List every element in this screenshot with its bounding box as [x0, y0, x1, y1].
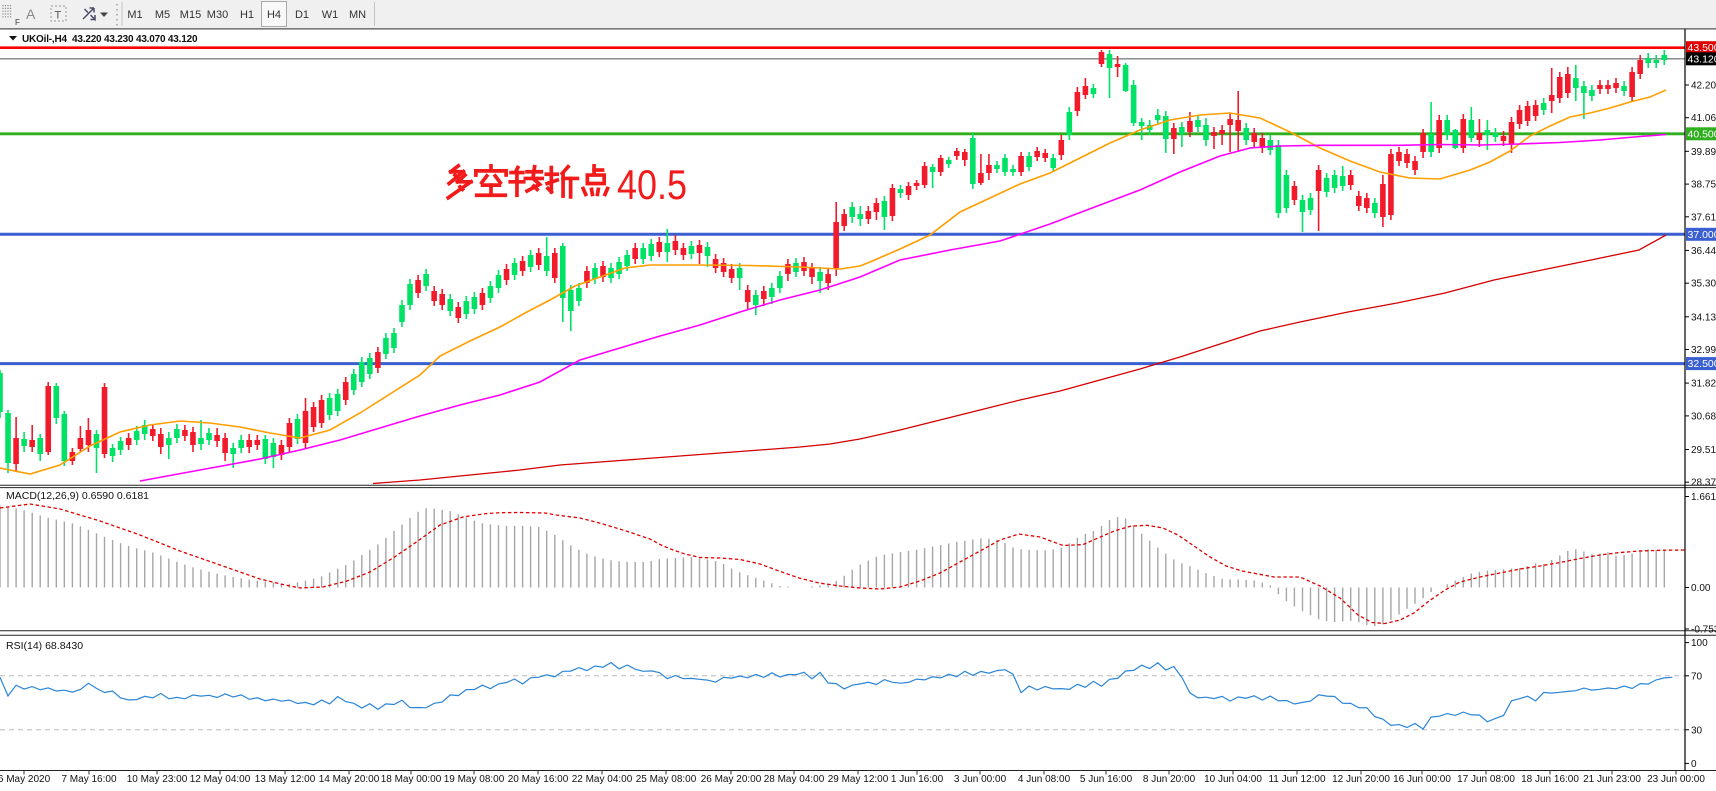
- svg-text:8 Jun 20:00: 8 Jun 20:00: [1143, 774, 1196, 785]
- svg-text:7 May 16:00: 7 May 16:00: [61, 774, 116, 785]
- svg-text:26 May 20:00: 26 May 20:00: [701, 774, 762, 785]
- svg-text:H1: H1: [240, 9, 254, 21]
- svg-text:28 May 04:00: 28 May 04:00: [764, 774, 825, 785]
- svg-text:21 Jun 23:00: 21 Jun 23:00: [1583, 774, 1641, 785]
- svg-text:32.500: 32.500: [1688, 358, 1716, 370]
- svg-text:11 Jun 12:00: 11 Jun 12:00: [1268, 774, 1326, 785]
- svg-text:40.500: 40.500: [1688, 128, 1716, 140]
- svg-text:32.990: 32.990: [1691, 345, 1716, 356]
- svg-text:4 Jun 08:00: 4 Jun 08:00: [1018, 774, 1071, 785]
- svg-text:42.200: 42.200: [1691, 81, 1716, 92]
- svg-text:34.130: 34.130: [1691, 312, 1716, 323]
- svg-text:18 Jun 16:00: 18 Jun 16:00: [1521, 774, 1579, 785]
- svg-text:T: T: [55, 10, 62, 22]
- svg-text:M1: M1: [127, 9, 142, 21]
- svg-text:35.300: 35.300: [1691, 279, 1716, 290]
- svg-text:MACD(12,26,9) 0.6590 0.6181: MACD(12,26,9) 0.6590 0.6181: [6, 490, 149, 502]
- svg-text:M5: M5: [155, 9, 170, 21]
- svg-text:F: F: [15, 18, 20, 27]
- svg-text:12 Jun 20:00: 12 Jun 20:00: [1332, 774, 1390, 785]
- svg-text:20 May 16:00: 20 May 16:00: [508, 774, 569, 785]
- svg-text:29 May 12:00: 29 May 12:00: [828, 774, 889, 785]
- svg-text:22 May 04:00: 22 May 04:00: [572, 774, 633, 785]
- svg-text:43.500: 43.500: [1688, 42, 1716, 54]
- svg-text:30.680: 30.680: [1691, 411, 1716, 422]
- svg-text:M15: M15: [180, 9, 201, 21]
- svg-text:30: 30: [1691, 725, 1703, 736]
- svg-text:A: A: [26, 6, 36, 22]
- svg-text:28.370: 28.370: [1691, 478, 1716, 489]
- svg-text:12 May 04:00: 12 May 04:00: [190, 774, 251, 785]
- svg-text:19 May 08:00: 19 May 08:00: [444, 774, 505, 785]
- svg-text:1.6614: 1.6614: [1691, 492, 1716, 503]
- svg-text:39.890: 39.890: [1691, 147, 1716, 158]
- svg-text:16 Jun 00:00: 16 Jun 00:00: [1393, 774, 1451, 785]
- svg-text:0.00: 0.00: [1691, 583, 1711, 594]
- svg-text:W1: W1: [322, 9, 339, 21]
- svg-text:H4: H4: [267, 9, 281, 21]
- svg-text:43.120: 43.120: [1688, 53, 1716, 65]
- svg-text:13 May 12:00: 13 May 12:00: [255, 774, 316, 785]
- svg-text:UKOil-,H4 43.220 43.230 43.07: UKOil-,H4 43.220 43.230 43.070 43.120: [22, 34, 198, 45]
- svg-text:MN: MN: [349, 9, 366, 21]
- svg-text:6 May 2020: 6 May 2020: [0, 774, 51, 785]
- svg-text:14 May 20:00: 14 May 20:00: [319, 774, 380, 785]
- svg-text:29.510: 29.510: [1691, 445, 1716, 456]
- svg-text:1 Jun 16:00: 1 Jun 16:00: [891, 774, 944, 785]
- svg-text:5 Jun 16:00: 5 Jun 16:00: [1080, 774, 1133, 785]
- svg-text:100: 100: [1691, 638, 1708, 649]
- svg-text:10 Jun 04:00: 10 Jun 04:00: [1204, 774, 1262, 785]
- svg-text:41.060: 41.060: [1691, 113, 1716, 124]
- svg-text:38.750: 38.750: [1691, 180, 1716, 191]
- svg-text:0: 0: [1691, 759, 1697, 770]
- svg-text:36.440: 36.440: [1691, 246, 1716, 257]
- svg-text:D1: D1: [295, 9, 309, 21]
- svg-text:70: 70: [1691, 671, 1703, 682]
- svg-text:RSI(14) 68.8430: RSI(14) 68.8430: [6, 640, 83, 652]
- svg-text:23 Jun 00:00: 23 Jun 00:00: [1647, 774, 1705, 785]
- svg-text:10 May 23:00: 10 May 23:00: [127, 774, 188, 785]
- svg-text:37.610: 37.610: [1691, 212, 1716, 223]
- svg-text:31.820: 31.820: [1691, 379, 1716, 390]
- svg-text:40.5: 40.5: [617, 161, 687, 208]
- svg-text:37.000: 37.000: [1688, 229, 1716, 241]
- svg-text:3 Jun 00:00: 3 Jun 00:00: [954, 774, 1007, 785]
- svg-text:17 Jun 08:00: 17 Jun 08:00: [1457, 774, 1515, 785]
- svg-text:M30: M30: [207, 9, 228, 21]
- svg-text:18 May 00:00: 18 May 00:00: [381, 774, 442, 785]
- svg-text:25 May 08:00: 25 May 08:00: [636, 774, 697, 785]
- svg-text:-0.7534: -0.7534: [1691, 625, 1716, 636]
